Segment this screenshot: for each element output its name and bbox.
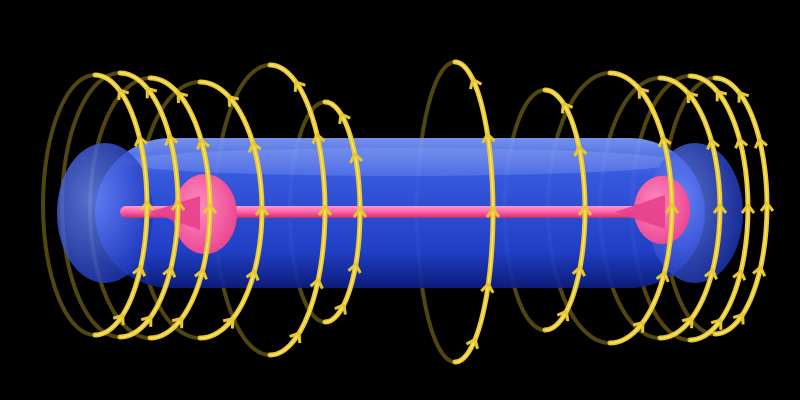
arrowhead-icon <box>556 309 570 322</box>
arrowhead-icon <box>571 265 586 277</box>
arrowhead-icon <box>712 203 728 214</box>
arrowhead-icon <box>681 316 694 329</box>
arrowhead-icon <box>753 137 768 149</box>
arrowhead-icon <box>481 132 496 144</box>
arrowhead-icon <box>117 88 130 100</box>
arrowhead-icon <box>715 89 728 102</box>
arrowhead-icon <box>465 337 479 350</box>
field-loops-front <box>92 59 775 365</box>
arrowhead-icon <box>703 268 718 280</box>
field-loop-back-1 <box>41 73 96 337</box>
arrowhead-icon <box>469 77 483 90</box>
arrowhead-icon <box>196 138 211 150</box>
arrowhead-icon <box>289 331 302 344</box>
arrowhead-icon <box>176 91 189 104</box>
axis-disk-left <box>173 174 237 254</box>
arrowhead-icon <box>485 207 501 218</box>
arrowhead-icon <box>686 91 699 104</box>
arrowhead-icon <box>247 141 262 153</box>
arrowhead-icon <box>352 207 368 218</box>
arrowhead-icon <box>737 91 750 103</box>
arrowhead-icon <box>706 138 721 150</box>
arrowhead-icon <box>480 282 495 294</box>
arrowhead-icon <box>293 80 306 92</box>
torus-end-left <box>57 143 153 283</box>
arrowhead-icon <box>162 266 177 278</box>
arrowhead-icon <box>227 95 240 107</box>
arrowhead-icon <box>338 112 351 125</box>
arrowhead-icon <box>145 86 158 99</box>
arrowhead-icon <box>164 134 179 146</box>
arrowhead-icon <box>309 278 324 290</box>
axis-cone-right <box>615 195 665 229</box>
arrowhead-icon <box>734 137 749 149</box>
arrowhead-icon <box>740 203 756 214</box>
arrowhead-icon <box>222 317 235 329</box>
arrowhead-icon <box>334 303 347 315</box>
arrowhead-icon <box>139 200 155 211</box>
axis-current <box>120 174 690 254</box>
arrowhead-icon <box>112 313 125 326</box>
arrowhead-icon <box>710 318 723 330</box>
arrowhead-icon <box>573 145 588 157</box>
arrowhead-icon <box>732 312 745 325</box>
arrowhead-icon <box>132 265 147 277</box>
arrowhead-icon <box>560 102 574 114</box>
arrowhead-icon <box>171 316 184 329</box>
arrowhead-icon <box>133 135 148 147</box>
arrowhead-icon <box>202 203 218 214</box>
arrowhead-icon <box>347 262 362 274</box>
arrowhead-icon <box>254 205 270 216</box>
arrowhead-icon <box>140 315 153 327</box>
arrowhead-icon <box>655 271 670 283</box>
axis-cone-left <box>150 196 200 230</box>
arrowhead-icon <box>348 152 364 164</box>
arrowhead-icon <box>170 200 186 211</box>
arrowhead-icon <box>311 133 326 145</box>
arrowhead-icon <box>577 205 593 216</box>
arrowhead-icon <box>759 201 775 212</box>
arrowhead-icon <box>245 269 260 281</box>
arrowhead-icon <box>317 205 333 216</box>
arrowhead-icon <box>732 269 747 281</box>
arrowhead-icon <box>664 203 680 214</box>
arrowhead-icon <box>193 268 208 280</box>
arrowhead-icon <box>637 87 650 99</box>
arrowhead-icon <box>752 265 767 277</box>
arrowhead-icon <box>657 136 672 148</box>
arrowhead-icon <box>632 321 645 333</box>
